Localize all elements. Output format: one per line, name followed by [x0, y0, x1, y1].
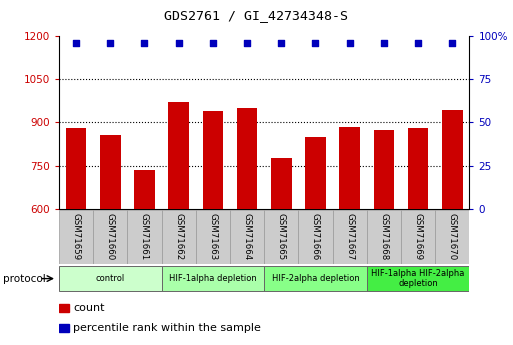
Bar: [134, 170, 155, 209]
Bar: [59, 324, 69, 332]
Text: control: control: [95, 274, 125, 283]
Text: GSM71668: GSM71668: [380, 213, 388, 260]
Bar: [264, 266, 367, 291]
Point: [174, 41, 183, 46]
Text: GSM71662: GSM71662: [174, 213, 183, 260]
Bar: [367, 210, 401, 264]
Bar: [271, 158, 291, 209]
Point: [243, 41, 251, 46]
Point: [346, 41, 354, 46]
Point: [277, 41, 285, 46]
Bar: [59, 210, 93, 264]
Bar: [127, 210, 162, 264]
Text: protocol: protocol: [3, 274, 45, 284]
Text: GSM71667: GSM71667: [345, 213, 354, 260]
Bar: [373, 130, 394, 209]
Bar: [162, 210, 196, 264]
Text: HIF-1alpha depletion: HIF-1alpha depletion: [169, 274, 257, 283]
Bar: [408, 128, 428, 209]
Bar: [196, 210, 230, 264]
Bar: [203, 111, 223, 209]
Bar: [401, 210, 435, 264]
Point: [380, 41, 388, 46]
Text: percentile rank within the sample: percentile rank within the sample: [73, 323, 261, 333]
Point: [72, 41, 80, 46]
Bar: [237, 108, 258, 209]
Bar: [59, 304, 69, 313]
Text: GSM71664: GSM71664: [243, 213, 251, 260]
Text: GSM71665: GSM71665: [277, 213, 286, 260]
Bar: [340, 127, 360, 209]
Bar: [66, 128, 86, 209]
Point: [106, 41, 114, 46]
Text: GSM71666: GSM71666: [311, 213, 320, 260]
Text: HIF-1alpha HIF-2alpha
depletion: HIF-1alpha HIF-2alpha depletion: [371, 269, 465, 288]
Bar: [367, 266, 469, 291]
Point: [141, 41, 149, 46]
Text: GSM71661: GSM71661: [140, 213, 149, 260]
Bar: [442, 109, 463, 209]
Bar: [305, 137, 326, 209]
Bar: [230, 210, 264, 264]
Bar: [93, 210, 127, 264]
Text: GSM71669: GSM71669: [413, 213, 423, 260]
Text: GSM71660: GSM71660: [106, 213, 115, 260]
Bar: [299, 210, 332, 264]
Point: [209, 41, 217, 46]
Bar: [100, 135, 121, 209]
Bar: [168, 102, 189, 209]
Bar: [332, 210, 367, 264]
Text: count: count: [73, 303, 105, 313]
Text: HIF-2alpha depletion: HIF-2alpha depletion: [271, 274, 360, 283]
Text: GSM71670: GSM71670: [448, 213, 457, 260]
Bar: [435, 210, 469, 264]
Bar: [264, 210, 299, 264]
Text: GDS2761 / GI_42734348-S: GDS2761 / GI_42734348-S: [165, 9, 348, 22]
Point: [448, 41, 457, 46]
Bar: [59, 266, 162, 291]
Bar: [162, 266, 264, 291]
Text: GSM71659: GSM71659: [72, 213, 81, 260]
Text: GSM71663: GSM71663: [208, 213, 218, 260]
Point: [311, 41, 320, 46]
Point: [414, 41, 422, 46]
